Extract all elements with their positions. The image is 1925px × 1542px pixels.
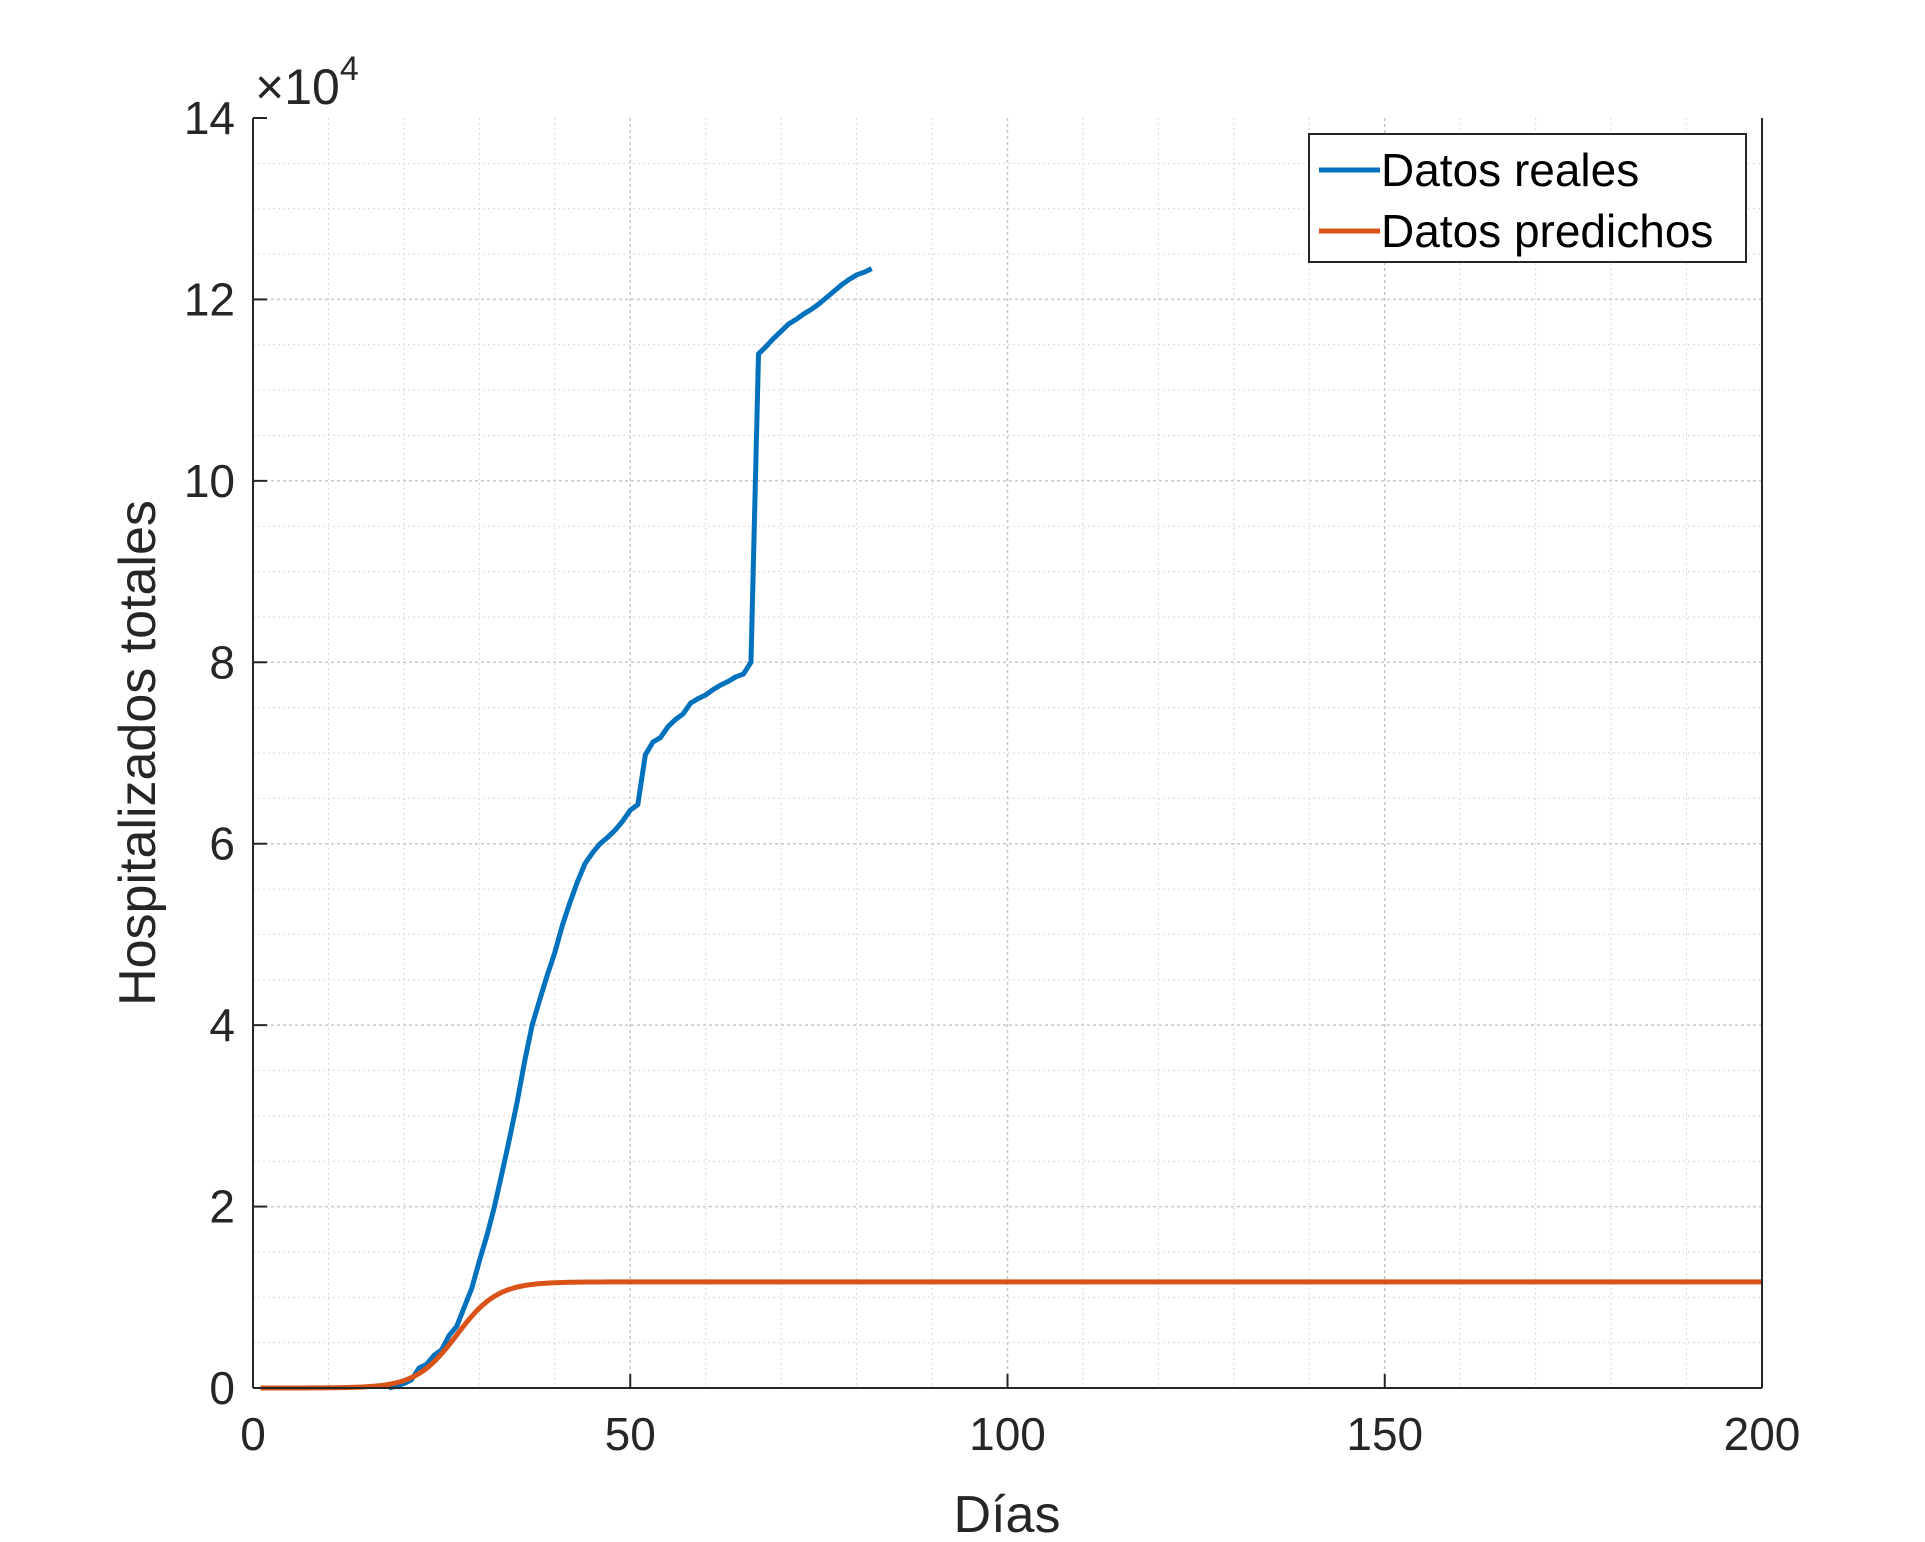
legend: Datos reales Datos predichos xyxy=(1308,133,1747,263)
y-tick-label: 14 xyxy=(184,92,235,144)
x-tick-label: 200 xyxy=(1724,1408,1801,1460)
x-tick-label: 150 xyxy=(1346,1408,1423,1460)
y-axis-title: Hospitalizados totales xyxy=(109,500,167,1006)
y-tick-label: 8 xyxy=(209,636,235,688)
y-tick-label: 10 xyxy=(184,455,235,507)
x-tick-label: 100 xyxy=(969,1408,1046,1460)
legend-label-datos-predichos: Datos predichos xyxy=(1381,205,1713,257)
legend-label-datos-reales: Datos reales xyxy=(1381,144,1639,196)
y-tick-label: 2 xyxy=(209,1181,235,1233)
x-tick-label: 0 xyxy=(240,1408,266,1460)
y-exponent-base: ×10 xyxy=(255,59,340,115)
tick-labels: 0 50 100 150 200 0 2 4 6 8 10 12 14 xyxy=(184,92,1801,1460)
y-exponent-power: 4 xyxy=(340,50,359,88)
series-line-datos-reales xyxy=(388,266,873,1391)
y-exponent-label: ×104 xyxy=(255,50,359,115)
major-grid xyxy=(253,118,1762,1388)
x-axis-title: Días xyxy=(954,1486,1061,1542)
y-tick-label: 0 xyxy=(209,1362,235,1414)
axes-layer xyxy=(252,117,1763,1389)
y-tick-label: 12 xyxy=(184,273,235,325)
x-tick-label: 50 xyxy=(605,1408,656,1460)
legend-box xyxy=(1308,133,1747,263)
series-layer xyxy=(260,266,1762,1391)
y-tick-label: 4 xyxy=(209,999,235,1051)
y-tick-label: 6 xyxy=(209,818,235,870)
series-line-datos-predichos xyxy=(260,1279,1762,1391)
minor-grid xyxy=(253,118,1762,1388)
